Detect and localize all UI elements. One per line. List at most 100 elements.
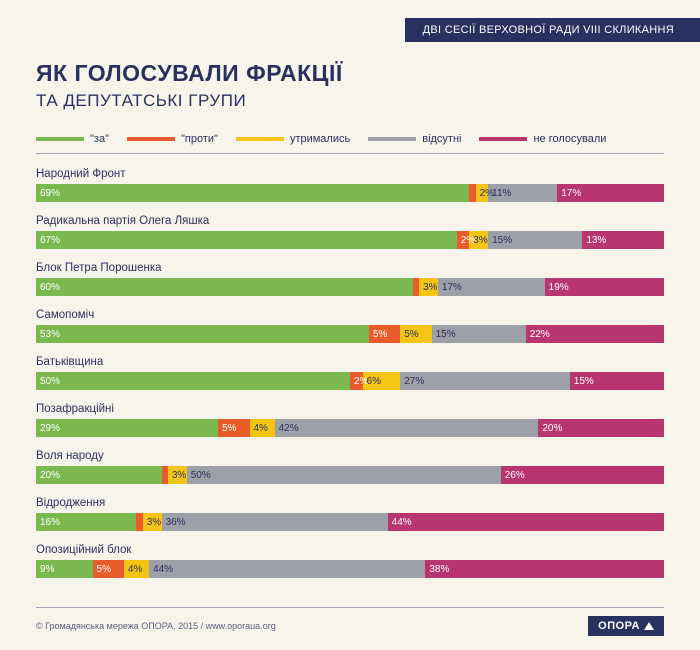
row-label: Самопоміч — [36, 309, 664, 321]
segment-value: 50% — [40, 376, 60, 387]
legend-swatch — [36, 137, 84, 141]
bar-segment-abstain: 4% — [124, 560, 149, 578]
bar-segment-novote: 17% — [557, 184, 664, 202]
segment-value: 38% — [429, 564, 449, 575]
bar-segment-novote: 26% — [501, 466, 664, 484]
legend-label: відсутні — [422, 133, 461, 145]
content: ЯК ГОЛОСУВАЛИ ФРАКЦІЇ ТА ДЕПУТАТСЬКІ ГРУ… — [0, 0, 700, 578]
legend-divider — [36, 153, 664, 154]
legend-item: "проти" — [127, 133, 218, 145]
stacked-bar: 20%3%50%26% — [36, 466, 664, 484]
stacked-bar: 16%3%36%44% — [36, 513, 664, 531]
segment-value: 53% — [40, 329, 60, 340]
stacked-bar: 60% 3% 17% 19% — [36, 278, 664, 296]
stacked-bar: 53% 5% 5% 15% 22% — [36, 325, 664, 343]
bar-segment-abstain: 4% — [250, 419, 275, 437]
legend-label: утримались — [290, 133, 350, 145]
segment-value: 22% — [530, 329, 550, 340]
credit-text: © Громадянська мережа ОПОРА, 2015 / www.… — [36, 621, 276, 631]
segment-value: 4% — [128, 564, 142, 575]
legend-label: "за" — [90, 133, 109, 145]
segment-value: 29% — [40, 423, 60, 434]
bar-segment-absent: 15% — [432, 325, 526, 343]
stacked-bar: 29% 5% 4% 42% 20% — [36, 419, 664, 437]
title-subtitle: ТА ДЕПУТАТСЬКІ ГРУПИ — [36, 91, 664, 111]
segment-value: 69% — [40, 188, 60, 199]
bar-segment-novote: 22% — [526, 325, 664, 343]
bar-segment-for: 9% — [36, 560, 93, 578]
bar-row: Відродження16%3%36%44% — [36, 497, 664, 531]
bar-row: Самопоміч 53% 5% 5% 15% 22% — [36, 309, 664, 343]
row-label: Радикальна партія Олега Ляшка — [36, 215, 664, 227]
stacked-bar: 50% 2% 6% 27% 15% — [36, 372, 664, 390]
segment-value: 20% — [542, 423, 562, 434]
bar-segment-absent: 42% — [275, 419, 539, 437]
bar-row: Воля народу20%3%50%26% — [36, 450, 664, 484]
row-label: Народний Фронт — [36, 168, 664, 180]
bar-segment-novote: 15% — [570, 372, 664, 390]
row-label: Блок Петра Порошенка — [36, 262, 664, 274]
segment-value: 67% — [40, 235, 60, 246]
bar-segment-for: 16% — [36, 513, 136, 531]
chart-rows: Народний Фронт 69% 2% 11% 17% Радикальна парт… — [36, 168, 664, 578]
segment-value: 50% — [191, 470, 211, 481]
bar-segment-absent: 50% — [187, 466, 501, 484]
bar-segment-abstain: 3% — [143, 513, 162, 531]
logo-triangle-icon — [644, 622, 654, 630]
segment-value: 27% — [404, 376, 424, 387]
legend-swatch — [236, 137, 284, 141]
segment-value: 5% — [222, 423, 236, 434]
legend-swatch — [479, 137, 527, 141]
bar-segment-for: 50% — [36, 372, 350, 390]
row-label: Воля народу — [36, 450, 664, 462]
segment-value: 11% — [492, 188, 511, 199]
bar-segment-for: 29% — [36, 419, 218, 437]
segment-value: 42% — [279, 423, 299, 434]
bar-segment-abstain: 5% — [400, 325, 431, 343]
row-label: Опозиційний блок — [36, 544, 664, 556]
bar-segment-absent: 36% — [162, 513, 388, 531]
bar-segment-absent: 11% — [488, 184, 557, 202]
bar-segment-absent: 27% — [400, 372, 570, 390]
segment-value: 5% — [97, 564, 111, 575]
bar-row: Народний Фронт69%2%11%17% — [36, 168, 664, 202]
segment-value: 3% — [147, 517, 161, 528]
bar-row: Радикальна партія Олега Ляшка67%2%3%15%1… — [36, 215, 664, 249]
legend-label: "проти" — [181, 133, 218, 145]
segment-value: 6% — [367, 376, 381, 387]
segment-value: 3% — [423, 282, 437, 293]
bar-segment-abstain: 6% — [363, 372, 401, 390]
segment-value: 19% — [549, 282, 569, 293]
bar-segment-against: 5% — [369, 325, 400, 343]
bar-row: Блок Петра Порошенка 60% 3% 17% 19% — [36, 262, 664, 296]
legend-label: не голосували — [533, 133, 606, 145]
bar-segment-for: 67% — [36, 231, 457, 249]
legend-item: відсутні — [368, 133, 461, 145]
bar-segment-absent: 17% — [438, 278, 545, 296]
segment-value: 17% — [561, 188, 581, 199]
segment-value: 60% — [40, 282, 60, 293]
segment-value: 36% — [166, 517, 186, 528]
segment-value: 9% — [40, 564, 54, 575]
segment-value: 3% — [473, 235, 487, 246]
bar-segment-for: 69% — [36, 184, 469, 202]
legend-item: утримались — [236, 133, 350, 145]
segment-value: 17% — [442, 282, 462, 293]
bar-segment-against: 2% — [350, 372, 363, 390]
row-label: Батьківщина — [36, 356, 664, 368]
segment-value: 16% — [40, 517, 60, 528]
bar-segment-for: 60% — [36, 278, 413, 296]
footer: © Громадянська мережа ОПОРА, 2015 / www.… — [36, 607, 664, 636]
bar-segment-against: 2% — [457, 231, 470, 249]
segment-value: 13% — [586, 235, 606, 246]
bar-segment-against: 5% — [93, 560, 124, 578]
logo-text: ОПОРА — [598, 620, 640, 632]
bar-row: Опозиційний блок9%5%4%44%38% — [36, 544, 664, 578]
stacked-bar: 67%2%3%15%13% — [36, 231, 664, 249]
segment-value: 15% — [436, 329, 456, 340]
bar-segment-novote: 38% — [425, 560, 664, 578]
segment-value: 5% — [373, 329, 387, 340]
bar-segment-for: 53% — [36, 325, 369, 343]
stacked-bar: 69%2%11%17% — [36, 184, 664, 202]
logo-badge: ОПОРА — [588, 616, 664, 636]
